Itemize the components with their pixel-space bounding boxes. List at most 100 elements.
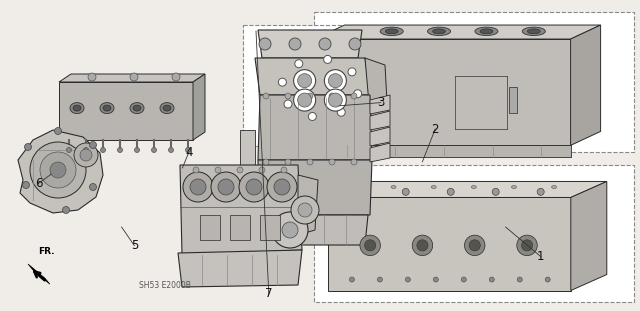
Circle shape bbox=[22, 182, 29, 188]
Circle shape bbox=[349, 38, 361, 50]
Text: FR.: FR. bbox=[38, 247, 54, 256]
Ellipse shape bbox=[552, 186, 557, 188]
Circle shape bbox=[354, 90, 362, 98]
Polygon shape bbox=[370, 111, 390, 130]
Circle shape bbox=[263, 159, 269, 165]
Ellipse shape bbox=[522, 27, 545, 35]
Circle shape bbox=[417, 240, 428, 251]
Circle shape bbox=[378, 277, 382, 282]
Text: 7: 7 bbox=[265, 287, 273, 300]
Polygon shape bbox=[264, 44, 391, 132]
Circle shape bbox=[294, 89, 316, 111]
Polygon shape bbox=[230, 215, 250, 240]
Circle shape bbox=[186, 147, 191, 152]
Circle shape bbox=[412, 235, 433, 256]
Circle shape bbox=[516, 235, 537, 256]
Polygon shape bbox=[315, 25, 600, 39]
Ellipse shape bbox=[133, 105, 141, 111]
Circle shape bbox=[289, 38, 301, 50]
Ellipse shape bbox=[391, 186, 396, 188]
Circle shape bbox=[239, 172, 269, 202]
Ellipse shape bbox=[73, 105, 81, 111]
Circle shape bbox=[24, 143, 31, 151]
Circle shape bbox=[50, 162, 66, 178]
Ellipse shape bbox=[475, 27, 498, 35]
Circle shape bbox=[246, 179, 262, 195]
Ellipse shape bbox=[100, 103, 114, 114]
Polygon shape bbox=[260, 215, 280, 240]
Ellipse shape bbox=[511, 186, 516, 188]
Circle shape bbox=[118, 147, 122, 152]
Circle shape bbox=[489, 277, 494, 282]
Circle shape bbox=[405, 277, 410, 282]
Circle shape bbox=[360, 235, 380, 256]
Circle shape bbox=[285, 159, 291, 165]
Circle shape bbox=[100, 147, 106, 152]
Circle shape bbox=[329, 159, 335, 165]
Circle shape bbox=[67, 147, 72, 152]
Circle shape bbox=[298, 93, 312, 107]
Text: 3: 3 bbox=[377, 96, 385, 109]
Polygon shape bbox=[258, 30, 362, 58]
Polygon shape bbox=[255, 58, 370, 95]
Circle shape bbox=[259, 38, 271, 50]
Ellipse shape bbox=[428, 27, 451, 35]
Circle shape bbox=[307, 93, 313, 99]
Circle shape bbox=[517, 277, 522, 282]
Circle shape bbox=[278, 78, 286, 86]
Circle shape bbox=[294, 70, 316, 92]
Polygon shape bbox=[200, 215, 220, 240]
Circle shape bbox=[237, 167, 243, 173]
Circle shape bbox=[211, 172, 241, 202]
Circle shape bbox=[351, 159, 357, 165]
Text: SH53 E2000B: SH53 E2000B bbox=[139, 281, 191, 290]
Bar bbox=[509, 87, 517, 114]
Circle shape bbox=[329, 93, 335, 99]
Ellipse shape bbox=[380, 27, 403, 35]
Circle shape bbox=[328, 74, 342, 88]
Circle shape bbox=[319, 38, 331, 50]
Circle shape bbox=[284, 100, 292, 108]
Circle shape bbox=[193, 167, 199, 173]
Polygon shape bbox=[258, 160, 372, 215]
Circle shape bbox=[218, 179, 234, 195]
Circle shape bbox=[90, 142, 97, 148]
Circle shape bbox=[351, 93, 357, 99]
Circle shape bbox=[134, 147, 140, 152]
Circle shape bbox=[298, 203, 312, 217]
Text: 1: 1 bbox=[537, 250, 545, 263]
Circle shape bbox=[130, 73, 138, 81]
Circle shape bbox=[324, 70, 346, 92]
Circle shape bbox=[545, 277, 550, 282]
Circle shape bbox=[74, 143, 98, 167]
Text: 5: 5 bbox=[131, 239, 138, 252]
Circle shape bbox=[307, 159, 313, 165]
Circle shape bbox=[324, 55, 332, 63]
Circle shape bbox=[282, 222, 298, 238]
Polygon shape bbox=[258, 95, 372, 160]
Circle shape bbox=[433, 277, 438, 282]
Circle shape bbox=[272, 212, 308, 248]
Polygon shape bbox=[315, 146, 571, 157]
Circle shape bbox=[465, 235, 485, 256]
Circle shape bbox=[328, 93, 342, 107]
Bar bbox=[243, 25, 397, 146]
Circle shape bbox=[291, 196, 319, 224]
Circle shape bbox=[190, 179, 206, 195]
Polygon shape bbox=[571, 25, 600, 146]
Circle shape bbox=[172, 73, 180, 81]
Circle shape bbox=[348, 68, 356, 76]
Polygon shape bbox=[193, 74, 205, 140]
Circle shape bbox=[63, 207, 70, 213]
Circle shape bbox=[267, 172, 297, 202]
Polygon shape bbox=[28, 264, 50, 284]
Text: 2: 2 bbox=[431, 123, 439, 136]
Circle shape bbox=[263, 93, 269, 99]
Polygon shape bbox=[315, 39, 571, 146]
Circle shape bbox=[537, 188, 544, 195]
Circle shape bbox=[295, 60, 303, 68]
Circle shape bbox=[215, 167, 221, 173]
Text: 4: 4 bbox=[185, 146, 193, 159]
Ellipse shape bbox=[103, 105, 111, 111]
Circle shape bbox=[402, 188, 409, 195]
